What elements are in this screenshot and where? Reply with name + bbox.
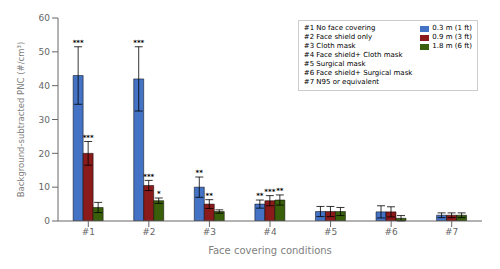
svg-text:0: 0 xyxy=(44,216,50,226)
svg-text:#2: #2 xyxy=(142,227,155,237)
svg-text:#5: #5 xyxy=(324,227,337,237)
svg-text:#1: #1 xyxy=(82,227,95,237)
html-text:0.9 m (3 ft): 0.9 m (3 ft) xyxy=(432,33,472,41)
svg-text:#4: #4 xyxy=(263,227,277,237)
svg-text:**: ** xyxy=(276,187,284,195)
svg-text:20: 20 xyxy=(39,149,51,159)
svg-text:#3: #3 xyxy=(203,227,216,237)
html-text:#4 Face shield+ Cloth mask: #4 Face shield+ Cloth mask xyxy=(303,51,403,59)
svg-text:***: *** xyxy=(143,173,154,181)
html-text:0.3 m (1 ft): 0.3 m (1 ft) xyxy=(432,24,472,32)
html-text:#1 No face covering: #1 No face covering xyxy=(303,24,376,32)
svg-text:***: *** xyxy=(73,39,84,47)
svg-text:***: *** xyxy=(83,134,94,142)
html-text:#7 N95 or equivalent: #7 N95 or equivalent xyxy=(303,78,380,86)
svg-text:**: ** xyxy=(196,169,204,177)
svg-text:***: *** xyxy=(264,188,275,196)
svg-text:Face covering conditions: Face covering conditions xyxy=(208,245,332,256)
html-text:#2 Face shield only: #2 Face shield only xyxy=(303,33,373,41)
svg-text:10: 10 xyxy=(39,182,51,192)
svg-text:#6: #6 xyxy=(385,227,399,237)
html-text:#5 Surgical mask: #5 Surgical mask xyxy=(303,60,366,68)
svg-text:#7: #7 xyxy=(445,227,458,237)
html-text:1.8 m (6 ft): 1.8 m (6 ft) xyxy=(432,42,472,50)
svg-text:***: *** xyxy=(133,39,144,47)
svg-text:30: 30 xyxy=(39,115,51,125)
html-text:#6 Face shield+ Surgical mask: #6 Face shield+ Surgical mask xyxy=(303,69,413,77)
svg-text:50: 50 xyxy=(39,47,51,57)
svg-text:40: 40 xyxy=(39,81,51,91)
html-text:#3 Cloth mask: #3 Cloth mask xyxy=(303,42,356,50)
svg-text:60: 60 xyxy=(39,13,51,23)
svg-text:**: ** xyxy=(256,192,264,200)
svg-text:**: ** xyxy=(206,192,214,200)
svg-text:Background-subtracted PNC (#/c: Background-subtracted PNC (#/cm³) xyxy=(16,42,26,197)
svg-text:*: * xyxy=(157,190,161,198)
